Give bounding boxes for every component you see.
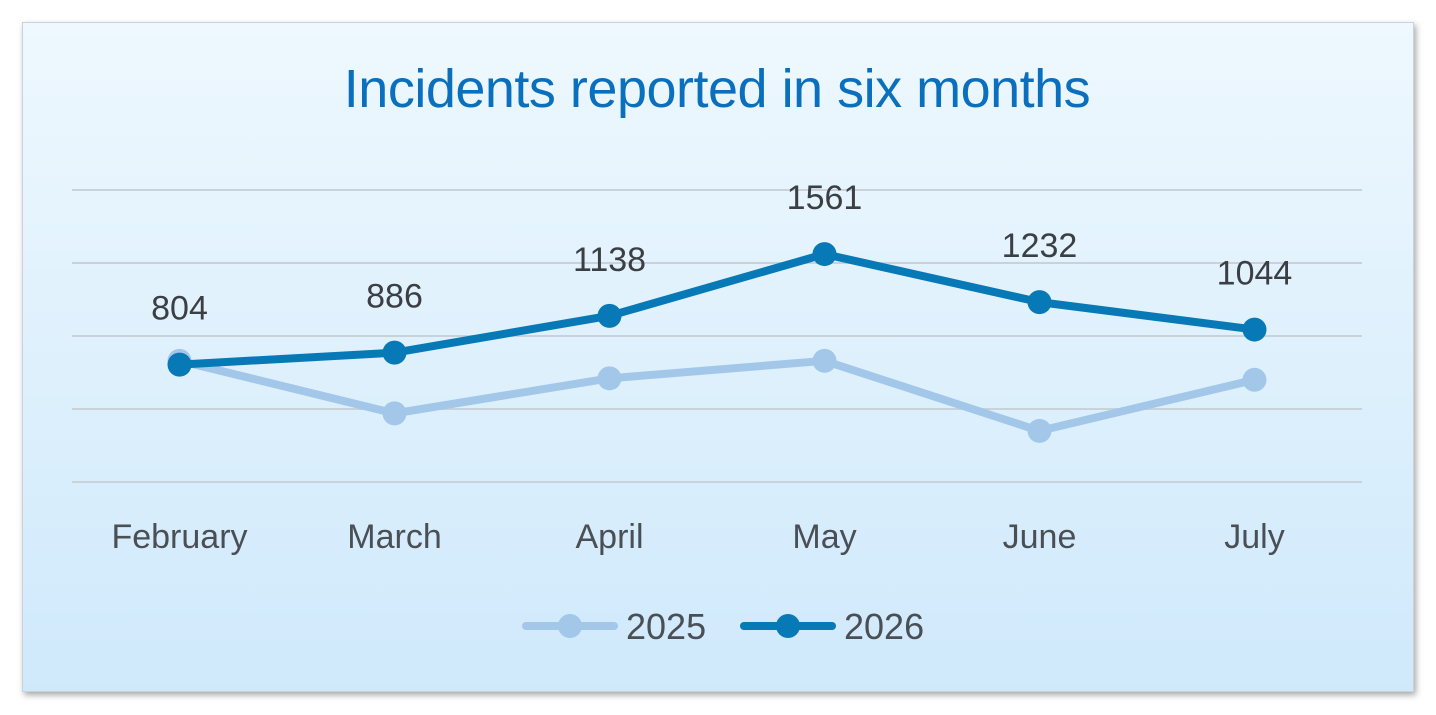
legend-item-2026: 2026 bbox=[740, 606, 924, 647]
data-point bbox=[382, 340, 407, 365]
legend-label: 2026 bbox=[844, 606, 924, 647]
data-point bbox=[1242, 317, 1267, 342]
x-tick-label: July bbox=[1224, 518, 1284, 556]
series-line-2025 bbox=[175, 356, 1259, 435]
data-label: 804 bbox=[151, 290, 208, 328]
data-label: 1044 bbox=[1217, 255, 1293, 293]
data-label: 1561 bbox=[787, 179, 863, 217]
data-point bbox=[812, 242, 837, 267]
x-tick-label: March bbox=[347, 518, 441, 556]
data-point bbox=[1027, 290, 1052, 315]
legend-swatch-marker bbox=[558, 614, 582, 638]
data-label: 1232 bbox=[1002, 227, 1078, 265]
data-label: 886 bbox=[366, 278, 423, 316]
data-label: 1138 bbox=[573, 241, 646, 279]
data-point bbox=[597, 366, 622, 391]
series-line-2026 bbox=[175, 250, 1259, 369]
chart-title: Incidents reported in six months bbox=[343, 59, 1091, 119]
data-point bbox=[1242, 367, 1267, 392]
x-tick-label: June bbox=[1003, 518, 1077, 556]
data-point bbox=[597, 303, 622, 328]
x-tick-label: February bbox=[111, 518, 247, 556]
data-point bbox=[167, 352, 192, 377]
data-point bbox=[1027, 418, 1052, 443]
data-point bbox=[382, 401, 407, 426]
legend-item-2025: 2025 bbox=[522, 606, 706, 647]
data-point bbox=[812, 348, 837, 373]
x-tick-label: April bbox=[575, 518, 643, 556]
x-tick-label: May bbox=[792, 518, 856, 556]
legend-swatch-marker bbox=[776, 614, 800, 638]
legend-label: 2025 bbox=[626, 606, 706, 647]
